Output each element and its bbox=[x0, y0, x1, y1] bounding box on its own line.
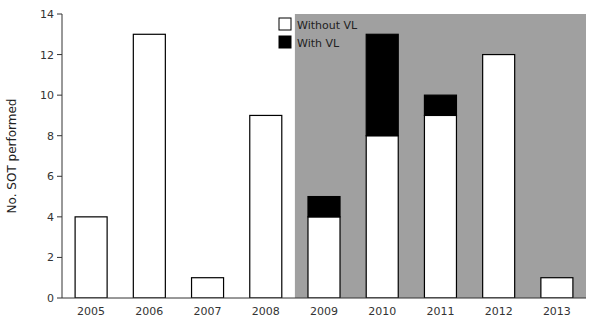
bar-segment bbox=[192, 277, 224, 278]
y-tick bbox=[57, 95, 62, 96]
x-tick-label: 2010 bbox=[368, 305, 396, 318]
bar-segment bbox=[308, 217, 340, 298]
y-tick bbox=[57, 135, 62, 136]
y-axis-label: No. SOT performed bbox=[5, 99, 19, 214]
legend-label: With VL bbox=[297, 37, 340, 50]
y-axis: 0 2 4 6 8 10 12 14 bbox=[40, 8, 62, 305]
highlight-region bbox=[295, 14, 586, 298]
x-tick-label: 2006 bbox=[135, 305, 163, 318]
x-tick-label: 2007 bbox=[194, 305, 222, 318]
bar-segment bbox=[250, 115, 282, 298]
x-tick-label: 2011 bbox=[426, 305, 454, 318]
x-axis-line bbox=[62, 298, 586, 299]
bar-segment bbox=[424, 115, 456, 298]
bar-segment bbox=[192, 278, 224, 298]
y-tick bbox=[57, 176, 62, 177]
bar-segment bbox=[75, 217, 107, 298]
y-tick bbox=[57, 216, 62, 217]
x-tick-label: 2009 bbox=[310, 305, 338, 318]
bar-segment bbox=[483, 54, 515, 55]
bar-segment bbox=[133, 34, 165, 298]
legend-swatch bbox=[279, 36, 291, 48]
bar-segment bbox=[75, 216, 107, 217]
y-tick bbox=[57, 257, 62, 258]
bar-segment bbox=[424, 95, 456, 115]
bar-segment bbox=[250, 115, 282, 116]
y-tick-label: 6 bbox=[47, 170, 54, 183]
x-tick-label: 2005 bbox=[77, 305, 105, 318]
chart: 0 2 4 6 8 10 12 14 2005 2006 2007 2008 2009 2010 2011 2… bbox=[0, 0, 600, 328]
bar-segment bbox=[541, 277, 573, 278]
y-tick bbox=[57, 14, 62, 15]
bars bbox=[75, 34, 573, 298]
x-tick-label: 2008 bbox=[252, 305, 280, 318]
y-tick-label: 2 bbox=[47, 251, 54, 264]
legend: Without VL With VL bbox=[279, 18, 358, 50]
legend-label: Without VL bbox=[297, 19, 358, 32]
y-tick bbox=[57, 54, 62, 55]
x-tick-label: 2013 bbox=[543, 305, 571, 318]
bar-segment bbox=[133, 34, 165, 35]
bar-segment bbox=[366, 136, 398, 298]
y-tick-label: 14 bbox=[40, 8, 54, 21]
y-tick-label: 8 bbox=[47, 130, 54, 143]
bar-segment bbox=[308, 197, 340, 217]
bar-segment bbox=[483, 55, 515, 298]
y-tick-label: 10 bbox=[40, 89, 54, 102]
y-tick-label: 4 bbox=[47, 211, 54, 224]
y-tick-label: 12 bbox=[40, 49, 54, 62]
legend-swatch bbox=[279, 18, 291, 30]
y-axis-line bbox=[62, 14, 63, 298]
y-tick-label: 0 bbox=[47, 292, 54, 305]
bar-segment bbox=[541, 278, 573, 298]
y-tick bbox=[57, 298, 62, 299]
bar-segment bbox=[366, 34, 398, 135]
x-tick-label: 2012 bbox=[485, 305, 513, 318]
